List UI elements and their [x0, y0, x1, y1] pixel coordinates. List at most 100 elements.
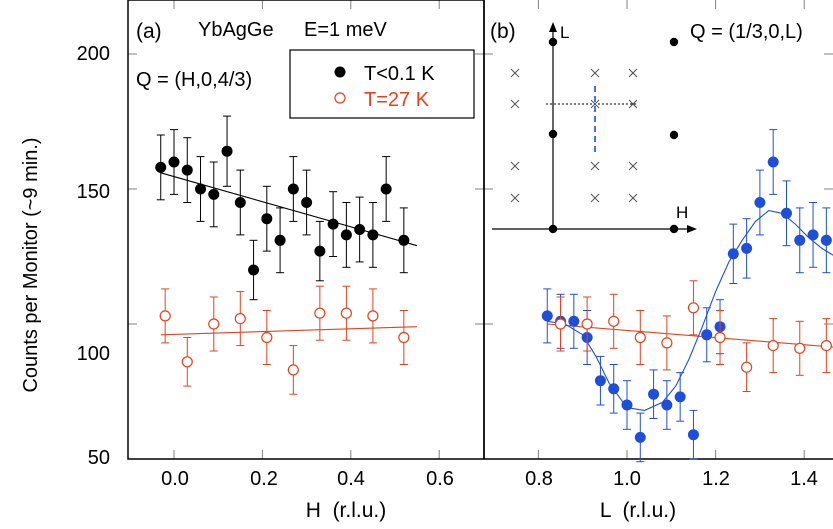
- inset-bragg-point: [548, 224, 558, 234]
- cold-b-point: [541, 310, 553, 322]
- cold-a-point: [327, 218, 339, 230]
- inset-cross-mark: [590, 193, 600, 203]
- x-axis-title-b: L (r.l.u.): [600, 499, 676, 522]
- cold-a-point: [168, 156, 180, 168]
- warm-b-point: [608, 315, 620, 327]
- warm-b-point: [767, 340, 779, 352]
- cold-a-point: [340, 229, 352, 241]
- panel-b-label: (b): [490, 20, 516, 43]
- cold-a-point: [234, 197, 246, 208]
- cold-a-point: [314, 245, 326, 257]
- x-tick-label-0.8: 0.8: [525, 468, 553, 490]
- inset-cross-mark: [628, 99, 638, 109]
- warm-b-point: [820, 340, 832, 352]
- cold-a-point: [287, 183, 299, 195]
- inset-cross-mark: [510, 99, 520, 109]
- cold-b-point: [648, 388, 660, 400]
- cold-b-point: [794, 234, 806, 246]
- cold-b-point: [661, 399, 673, 411]
- inset-h-label: H: [676, 203, 688, 222]
- fit-line-warm-a: [160, 326, 418, 336]
- warm-b-point: [661, 337, 673, 349]
- cold-a-point: [195, 183, 207, 195]
- legend: T<0.1 K T=27 K: [289, 49, 475, 119]
- inset-bragg-point: [548, 37, 558, 47]
- cold-a-point: [181, 164, 193, 176]
- cold-b-point: [807, 229, 819, 241]
- warm-a-point: [159, 310, 171, 322]
- warm-a-point: [398, 331, 410, 344]
- inset-cross-mark: [590, 99, 600, 109]
- x-tick-labels-a: 0.0 0.2 0.4 0.6: [161, 468, 454, 490]
- inset-h-arrowhead: [687, 225, 697, 233]
- inset-bragg-point: [669, 224, 679, 234]
- legend-label-warm: T=27 K: [364, 89, 430, 111]
- cold-a-point: [248, 264, 260, 276]
- cold-a-point: [155, 161, 167, 173]
- warm-b-point: [634, 331, 646, 344]
- warm-a-point: [261, 331, 273, 344]
- inset-cross-mark: [590, 161, 600, 171]
- energy-label: E=1 meV: [304, 19, 387, 41]
- sample-label: YbAgGe: [198, 19, 274, 41]
- cold-b-point: [701, 329, 713, 341]
- warm-a-point: [340, 307, 352, 319]
- inset-bragg-point: [548, 129, 558, 139]
- cold-a-point: [380, 183, 392, 195]
- warm-a-point: [234, 313, 246, 325]
- cold-b-point: [621, 399, 633, 411]
- legend-marker-open: [334, 92, 346, 104]
- cold-a-point: [354, 224, 366, 235]
- warm-b-point: [794, 342, 806, 354]
- y-tick-label-200: 200: [77, 43, 110, 65]
- x-tick-label-0.4: 0.4: [337, 468, 365, 490]
- fit-curve-cold-b: [547, 210, 833, 411]
- cold-b-point: [741, 242, 753, 254]
- legend-marker-filled: [334, 66, 346, 78]
- inset-cross-mark: [510, 161, 520, 171]
- warm-a-point: [287, 364, 299, 376]
- x-tick-label-0.0: 0.0: [161, 468, 189, 490]
- cold-a-point: [274, 234, 286, 246]
- cold-a-point: [221, 145, 233, 157]
- cold-a-point: [208, 188, 220, 200]
- warm-b-point: [687, 302, 700, 314]
- y-axis-title: Counts per Monitor (~9 min.): [20, 137, 42, 392]
- warm-b-point: [741, 361, 753, 373]
- inset-cross-mark: [628, 193, 638, 203]
- y-tick-labels: 200 150 100 50: [77, 43, 110, 469]
- cold-a-point: [398, 234, 410, 246]
- warm-b-point: [714, 331, 726, 344]
- warm-a-point: [181, 356, 193, 368]
- inset-cross-mark: [628, 68, 638, 78]
- panel-a-plot: [155, 115, 418, 395]
- x-tick-label-0.6: 0.6: [426, 468, 454, 490]
- cold-b-point: [767, 156, 779, 168]
- x-tick-label-1.2: 1.2: [702, 468, 730, 490]
- inset-bragg-point: [669, 130, 679, 140]
- cold-b-point: [687, 429, 699, 441]
- panel-a-label: (a): [136, 20, 162, 43]
- y-tick-label-100: 100: [77, 343, 110, 365]
- q-label-a: Q = (H,0,4/3): [136, 69, 252, 91]
- cold-b-point: [820, 234, 832, 246]
- inset-cross-mark: [628, 161, 638, 171]
- inset-lattice-points: [510, 37, 679, 234]
- q-label-b: Q = (1/3,0,L): [690, 21, 803, 43]
- inset-l-label: L: [560, 23, 569, 42]
- cold-a-point: [367, 229, 379, 241]
- cold-b-point: [780, 207, 792, 219]
- inset-l-arrowhead: [549, 22, 557, 32]
- y-tick-label-150: 150: [77, 181, 110, 203]
- cold-b-point: [674, 391, 686, 403]
- cold-b-point: [754, 197, 766, 208]
- warm-a-point: [208, 318, 220, 330]
- x-tick-label-1.4: 1.4: [790, 468, 818, 490]
- cold-b-point: [608, 383, 620, 395]
- reciprocal-lattice-inset: L H: [492, 22, 697, 234]
- warm-b-point: [581, 318, 593, 330]
- legend-box: [289, 49, 475, 119]
- cold-b-point: [727, 248, 739, 260]
- warm-a-point: [314, 307, 326, 319]
